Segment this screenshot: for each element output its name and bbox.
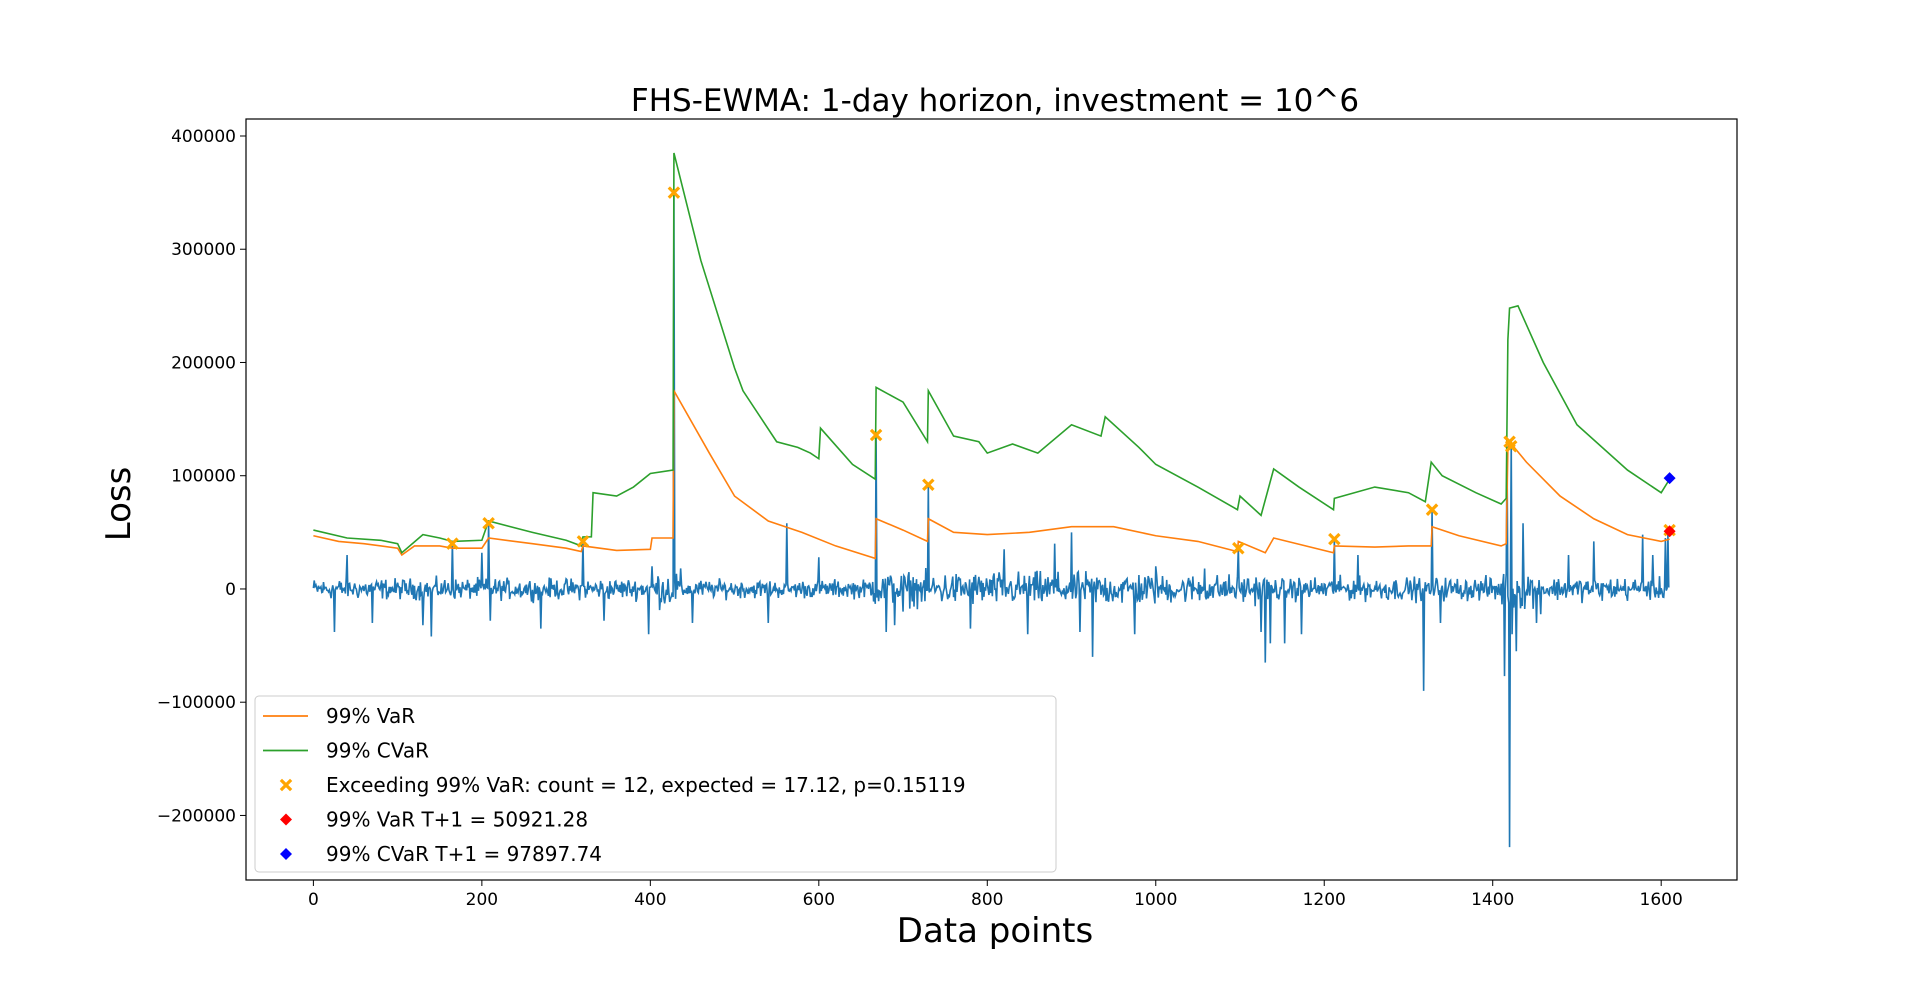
x-tick-label: 400 (634, 890, 666, 910)
x-axis-label: Data points (897, 911, 1093, 951)
legend-exceed-swatch (279, 778, 293, 792)
exceedance-marker (1504, 440, 1518, 453)
x-tick-label: 0 (308, 890, 319, 910)
exceedance-marker (1425, 503, 1439, 516)
exceedance-marker (576, 535, 590, 548)
x-tick-label: 600 (803, 890, 835, 910)
y-tick-label: −200000 (157, 806, 236, 826)
x-tick-label: 200 (466, 890, 498, 910)
legend-cvar-label: 99% CVaR (326, 739, 429, 763)
exceedance-marker (667, 186, 681, 199)
exceedance-marker (482, 517, 495, 530)
legend-exceed-label: Exceeding 99% VaR: count = 12, expected … (326, 773, 966, 797)
exceedance-marker (1328, 532, 1341, 546)
legend-var-next-swatch (280, 813, 292, 826)
chart-title: FHS-EWMA: 1-day horizon, investment = 10… (631, 83, 1359, 119)
axes: 0 200 400 600 800 1000 1200 1400 1600 −200000 −100… (157, 127, 1683, 910)
y-tick-label: 0 (225, 580, 236, 600)
y-axis-label: Loss (99, 467, 139, 542)
var-next-marker (1663, 525, 1676, 538)
plot-frame (245, 118, 1738, 881)
legend: 99% VaR 99% CVaR Exceeding 99% VaR: count … (254, 695, 1057, 873)
x-tick-label: 1400 (1471, 890, 1514, 910)
cvar-line (313, 152, 1671, 555)
legend-box (254, 695, 1057, 873)
exceedance-marker (922, 478, 935, 492)
y-tick-label: 100000 (171, 467, 236, 487)
loss-series-line (312, 192, 1670, 848)
x-tick-label: 800 (971, 890, 1003, 910)
var-line (313, 387, 1670, 560)
legend-var-label: 99% VaR (326, 704, 415, 728)
y-tick-label: 300000 (171, 240, 236, 260)
exceedance-marker (1232, 541, 1245, 555)
plot-area (312, 152, 1676, 848)
y-tick-label: 400000 (171, 127, 236, 147)
cvar-next-marker (1663, 472, 1676, 485)
y-tick-label: 200000 (171, 353, 236, 373)
legend-var-next-label: 99% VaR T+1 = 50921.28 (326, 808, 588, 832)
x-tick-label: 1600 (1640, 890, 1683, 910)
exceedance-marker (869, 428, 883, 442)
exceedance-marker (446, 537, 459, 550)
y-tick-label: −100000 (157, 693, 236, 713)
x-tick-label: 1000 (1134, 890, 1177, 910)
legend-cvar-next-swatch (280, 848, 292, 860)
legend-cvar-next-label: 99% CVaR T+1 = 97897.74 (326, 842, 602, 866)
x-tick-label: 1200 (1303, 890, 1346, 910)
